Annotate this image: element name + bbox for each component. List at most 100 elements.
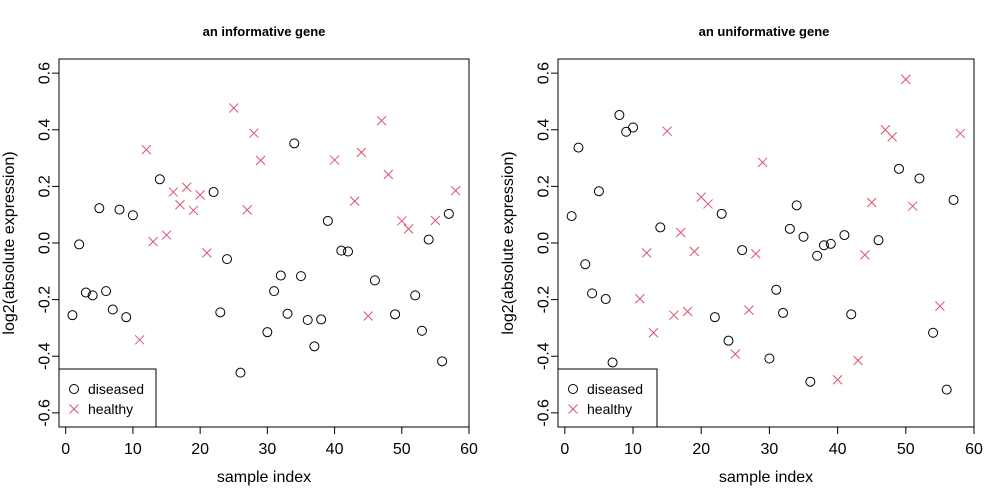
point-healthy <box>634 293 645 304</box>
point-healthy <box>356 147 367 158</box>
point-diseased <box>275 270 286 281</box>
point-diseased <box>621 126 632 137</box>
point-diseased <box>825 238 836 249</box>
point-diseased <box>778 307 789 318</box>
point-diseased <box>309 341 320 352</box>
point-diseased <box>587 288 598 299</box>
point-healthy <box>329 155 340 165</box>
point-healthy <box>675 227 686 238</box>
point-healthy <box>148 236 158 247</box>
x-axis-label: sample index <box>217 469 311 486</box>
x-axis: 0 10 20 30 40 50 60 <box>560 426 983 458</box>
point-healthy <box>161 230 172 240</box>
point-healthy <box>907 201 918 212</box>
y-tick-label: 0.6 <box>37 62 54 84</box>
point-healthy <box>703 199 713 209</box>
point-diseased <box>580 259 591 270</box>
x-tick-label: 20 <box>692 441 710 458</box>
y-tick-label: -0.6 <box>37 399 54 427</box>
y-tick-label: 0.2 <box>536 175 553 197</box>
x-tick-label: 40 <box>326 441 344 458</box>
point-healthy <box>887 131 898 142</box>
point-diseased <box>628 122 639 133</box>
point-diseased <box>369 275 380 286</box>
point-diseased <box>121 312 132 323</box>
point-diseased <box>222 254 233 265</box>
point-healthy <box>349 196 360 206</box>
data-points <box>566 74 966 395</box>
point-healthy <box>860 250 870 260</box>
point-diseased <box>343 246 354 257</box>
point-healthy <box>430 215 441 226</box>
point-diseased <box>737 245 748 256</box>
y-axis: -0.6 -0.4 -0.2 0.0 0.2 0.4 0.6 <box>536 62 559 427</box>
y-tick-label: -0.2 <box>37 286 54 314</box>
point-diseased <box>443 208 454 219</box>
point-healthy <box>682 306 693 317</box>
point-diseased <box>416 325 427 336</box>
x-axis-label: sample index <box>719 469 813 486</box>
point-healthy <box>730 349 741 359</box>
plot-panel-informative: an informative gene 0 10 20 30 40 50 60 -0.6-0… <box>1 24 478 486</box>
point-diseased <box>437 356 448 367</box>
point-healthy <box>955 128 966 139</box>
point-diseased <box>607 357 618 368</box>
legend: diseased healthy <box>557 368 658 428</box>
point-healthy <box>195 190 206 200</box>
legend-label-diseased: diseased <box>587 381 643 397</box>
point-diseased <box>215 307 226 318</box>
point-diseased <box>289 138 300 149</box>
legend: diseased healthy <box>58 368 157 428</box>
point-diseased <box>566 211 577 222</box>
legend-marker-healthy <box>568 404 578 414</box>
point-diseased <box>322 215 333 226</box>
y-tick-label: -0.2 <box>536 286 553 314</box>
point-healthy <box>669 310 679 321</box>
y-tick-label: -0.4 <box>536 342 553 370</box>
point-healthy <box>744 305 754 315</box>
x-tick-label: 10 <box>624 441 642 458</box>
x-tick-label: 30 <box>761 441 779 458</box>
point-diseased <box>423 234 434 245</box>
x-tick-label: 50 <box>897 441 915 458</box>
point-healthy <box>935 301 945 311</box>
legend-box <box>58 368 157 428</box>
y-axis-label: log2(absolute expression) <box>1 151 18 334</box>
point-healthy <box>900 74 911 85</box>
legend-marker-healthy <box>69 404 79 414</box>
point-diseased <box>928 327 939 338</box>
point-diseased <box>67 310 78 321</box>
plot-panel-uninformative: an uniformative gene 0 10 20 30 40 50 60 -0.6-… <box>500 24 983 486</box>
point-healthy <box>866 197 877 208</box>
point-diseased <box>74 239 85 250</box>
point-diseased <box>410 290 421 301</box>
point-diseased <box>818 240 829 251</box>
y-tick-label: 0.2 <box>37 175 54 197</box>
point-healthy <box>175 199 185 210</box>
legend-box <box>557 368 658 428</box>
point-healthy <box>376 115 387 126</box>
point-diseased <box>107 304 118 315</box>
legend-label-healthy: healthy <box>587 401 632 417</box>
y-tick-label: 0.0 <box>37 232 54 254</box>
point-diseased <box>716 208 727 219</box>
point-healthy <box>255 155 266 166</box>
point-diseased <box>812 250 823 261</box>
point-diseased <box>336 245 347 256</box>
point-diseased <box>101 286 112 297</box>
point-healthy <box>450 185 461 196</box>
point-diseased <box>791 200 802 211</box>
point-diseased <box>709 312 720 323</box>
point-diseased <box>655 222 666 233</box>
y-tick-label: 0.4 <box>37 119 54 141</box>
data-points <box>67 103 461 378</box>
point-healthy <box>363 311 374 321</box>
point-diseased <box>269 286 280 297</box>
x-tick-label: 0 <box>560 441 569 458</box>
point-healthy <box>383 169 394 180</box>
point-healthy <box>648 327 659 338</box>
legend-label-diseased: diseased <box>88 381 144 397</box>
point-diseased <box>941 384 952 395</box>
point-healthy <box>750 248 761 259</box>
